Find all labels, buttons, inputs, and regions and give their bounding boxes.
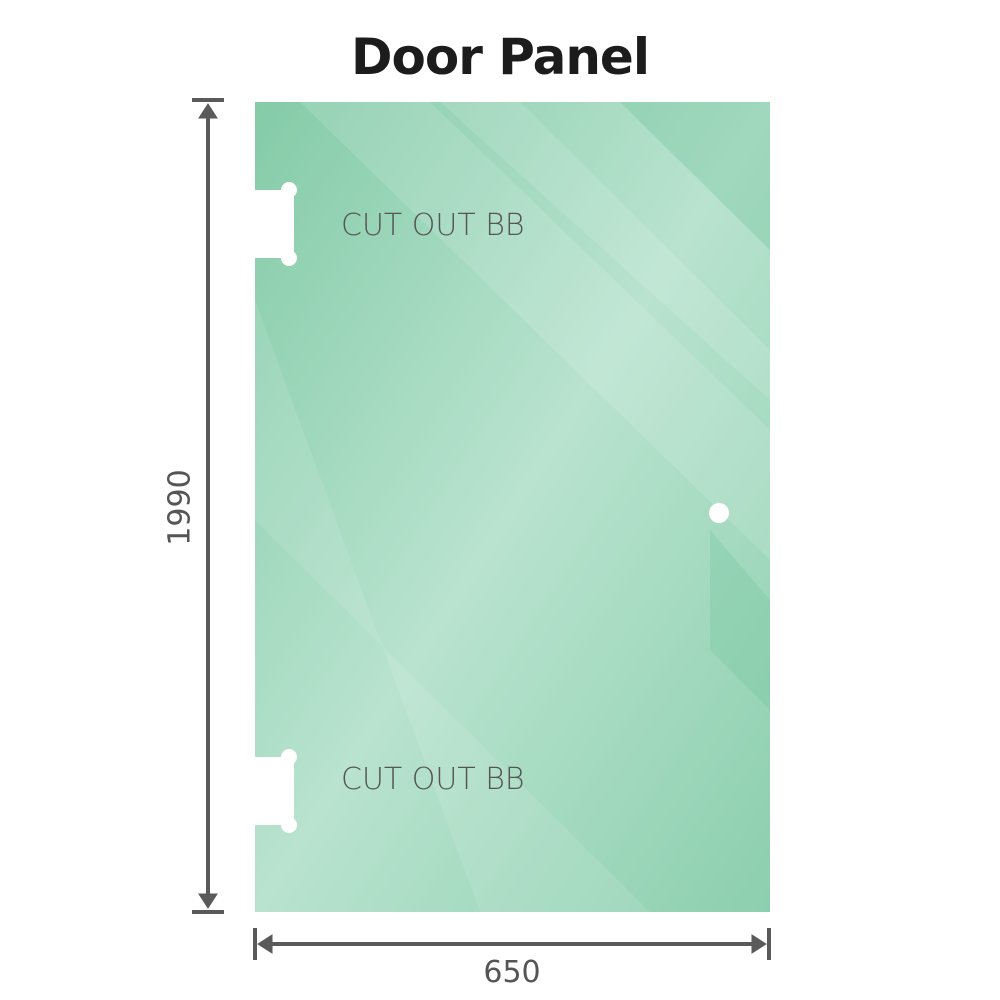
- width-dimension-label: 650: [483, 955, 541, 990]
- cutout-top-label: CUT OUT BB: [341, 208, 525, 243]
- glass-panel: [255, 102, 770, 912]
- cutout-bottom: [250, 749, 297, 833]
- height-dimension-line: [192, 98, 224, 914]
- width-dimension-line: [253, 928, 771, 960]
- height-dimension-label: 1990: [162, 469, 198, 546]
- handle-hole: [709, 503, 729, 523]
- cutout-bottom-label: CUT OUT BB: [341, 762, 525, 797]
- cutout-top: [250, 182, 297, 266]
- diagram-title: Door Panel: [351, 28, 650, 86]
